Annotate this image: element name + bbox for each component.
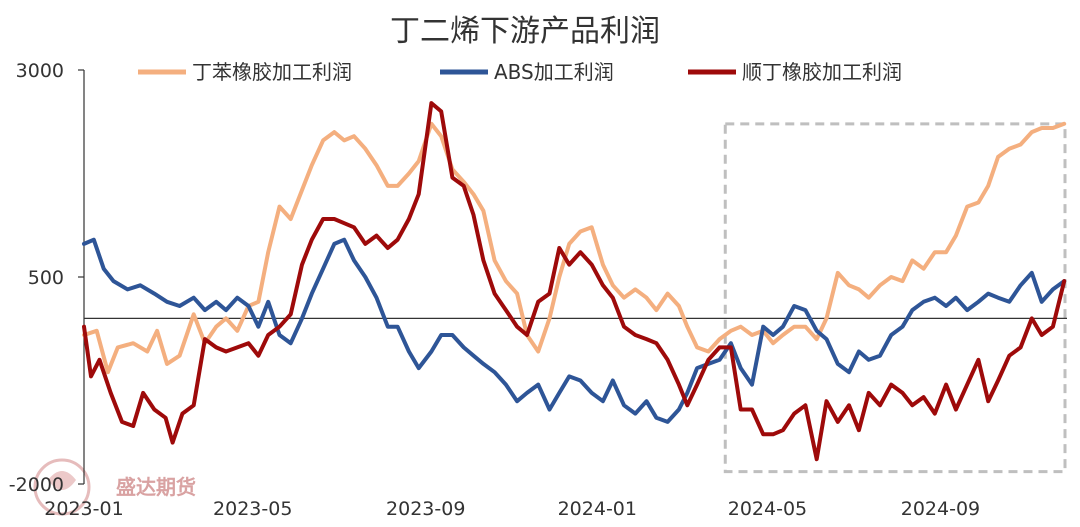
watermark-logo-icon bbox=[33, 458, 91, 516]
series-line-3 bbox=[82, 101, 1067, 462]
series-line-2 bbox=[82, 237, 1067, 424]
highlight-box bbox=[723, 122, 1067, 474]
y-tick-label: 500 bbox=[28, 267, 64, 289]
x-tick-label: 2023-01 bbox=[44, 498, 123, 520]
y-tick-label: 3000 bbox=[16, 60, 64, 82]
legend-label-1: 丁苯橡胶加工利润 bbox=[192, 60, 352, 84]
x-tick-label: 2024-05 bbox=[728, 498, 807, 520]
x-tick-label: 2023-05 bbox=[213, 498, 292, 520]
x-tick-label: 2023-09 bbox=[386, 498, 465, 520]
x-ticks: 2023-01 2023-05 2023-09 2024-01 2024-05 2024-… bbox=[44, 498, 980, 520]
series-layer bbox=[82, 101, 1067, 462]
legend: 丁苯橡胶加工利润 ABS加工利润 顺丁橡胶加工利润 bbox=[138, 60, 902, 84]
chart-title: 丁二烯下游产品利润 bbox=[390, 14, 660, 49]
x-tick-label: 2024-01 bbox=[558, 498, 637, 520]
series-line-1 bbox=[82, 121, 1067, 375]
legend-label-2: ABS加工利润 bbox=[494, 60, 614, 84]
watermark-logo-mark bbox=[48, 471, 76, 490]
legend-label-3: 顺丁橡胶加工利润 bbox=[742, 60, 902, 84]
y-tick-label: -2000 bbox=[9, 474, 64, 496]
watermark: 盛达期货 bbox=[33, 458, 196, 516]
axes bbox=[83, 70, 1067, 484]
watermark-text: 盛达期货 bbox=[116, 475, 196, 499]
x-tick-label: 2024-09 bbox=[901, 498, 980, 520]
y-ticks: 3000 500 -2000 bbox=[9, 60, 84, 496]
